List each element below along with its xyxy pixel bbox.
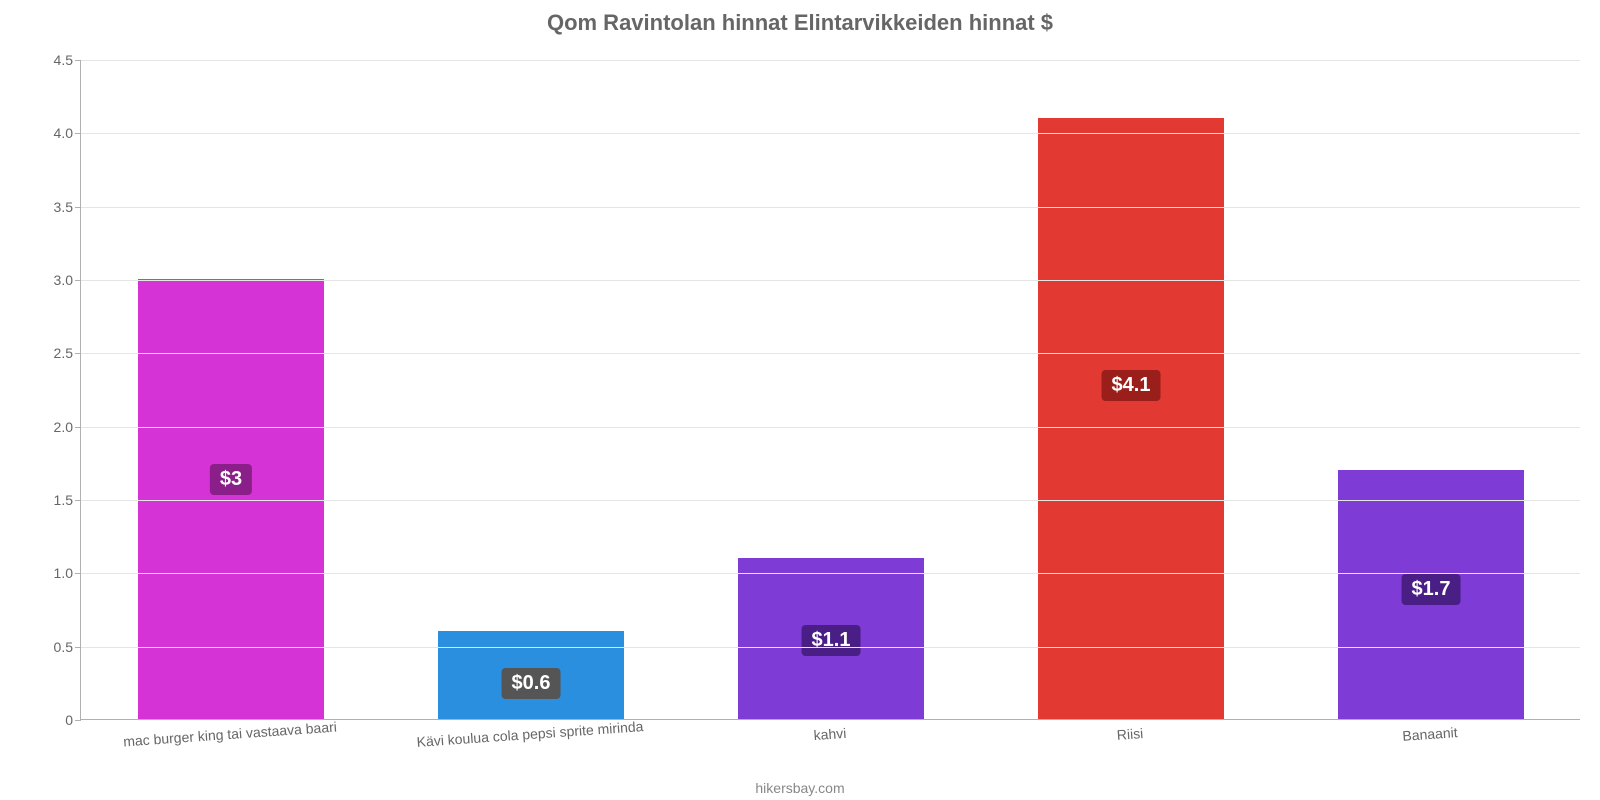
grid-line <box>81 427 1580 428</box>
grid-line <box>81 60 1580 61</box>
x-tick-label: mac burger king tai vastaava baari <box>123 719 338 750</box>
grid-line <box>81 500 1580 501</box>
bar: $3 <box>138 279 324 719</box>
bar: $1.7 <box>1338 470 1524 719</box>
value-badge: $3 <box>210 464 252 495</box>
y-tick <box>75 573 81 574</box>
value-badge: $1.1 <box>802 625 861 656</box>
x-tick-label: Banaanit <box>1402 724 1458 744</box>
grid-line <box>81 133 1580 134</box>
grid-line <box>81 353 1580 354</box>
y-tick <box>75 133 81 134</box>
bar: $0.6 <box>438 631 624 719</box>
bar: $1.1 <box>738 558 924 719</box>
value-badge: $0.6 <box>502 668 561 699</box>
value-badge: $1.7 <box>1402 574 1461 605</box>
y-tick <box>75 280 81 281</box>
y-tick <box>75 647 81 648</box>
grid-line <box>81 573 1580 574</box>
y-tick <box>75 427 81 428</box>
x-tick-label: Kävi koulua cola pepsi sprite mirinda <box>416 718 644 750</box>
x-tick-label: Riisi <box>1116 725 1144 743</box>
y-tick <box>75 207 81 208</box>
chart-footer: hikersbay.com <box>0 780 1600 796</box>
bars-layer: $3 $0.6 $1.1 $4.1 $1.7 <box>81 60 1580 719</box>
y-tick <box>75 60 81 61</box>
x-tick-label: kahvi <box>813 725 847 743</box>
grid-line <box>81 647 1580 648</box>
x-axis-labels: mac burger king tai vastaava baari Kävi k… <box>80 720 1580 760</box>
y-tick <box>75 500 81 501</box>
y-tick <box>75 353 81 354</box>
grid-line <box>81 207 1580 208</box>
bar-chart: Qom Ravintolan hinnat Elintarvikkeiden h… <box>0 0 1600 800</box>
bar: $4.1 <box>1038 118 1224 719</box>
grid-line <box>81 280 1580 281</box>
plot-area: $3$0.6$1.1$4.1$1.7 00.51.01.52.02.53.03.… <box>80 60 1580 720</box>
value-badge: $4.1 <box>1102 370 1161 401</box>
chart-title: Qom Ravintolan hinnat Elintarvikkeiden h… <box>0 10 1600 36</box>
